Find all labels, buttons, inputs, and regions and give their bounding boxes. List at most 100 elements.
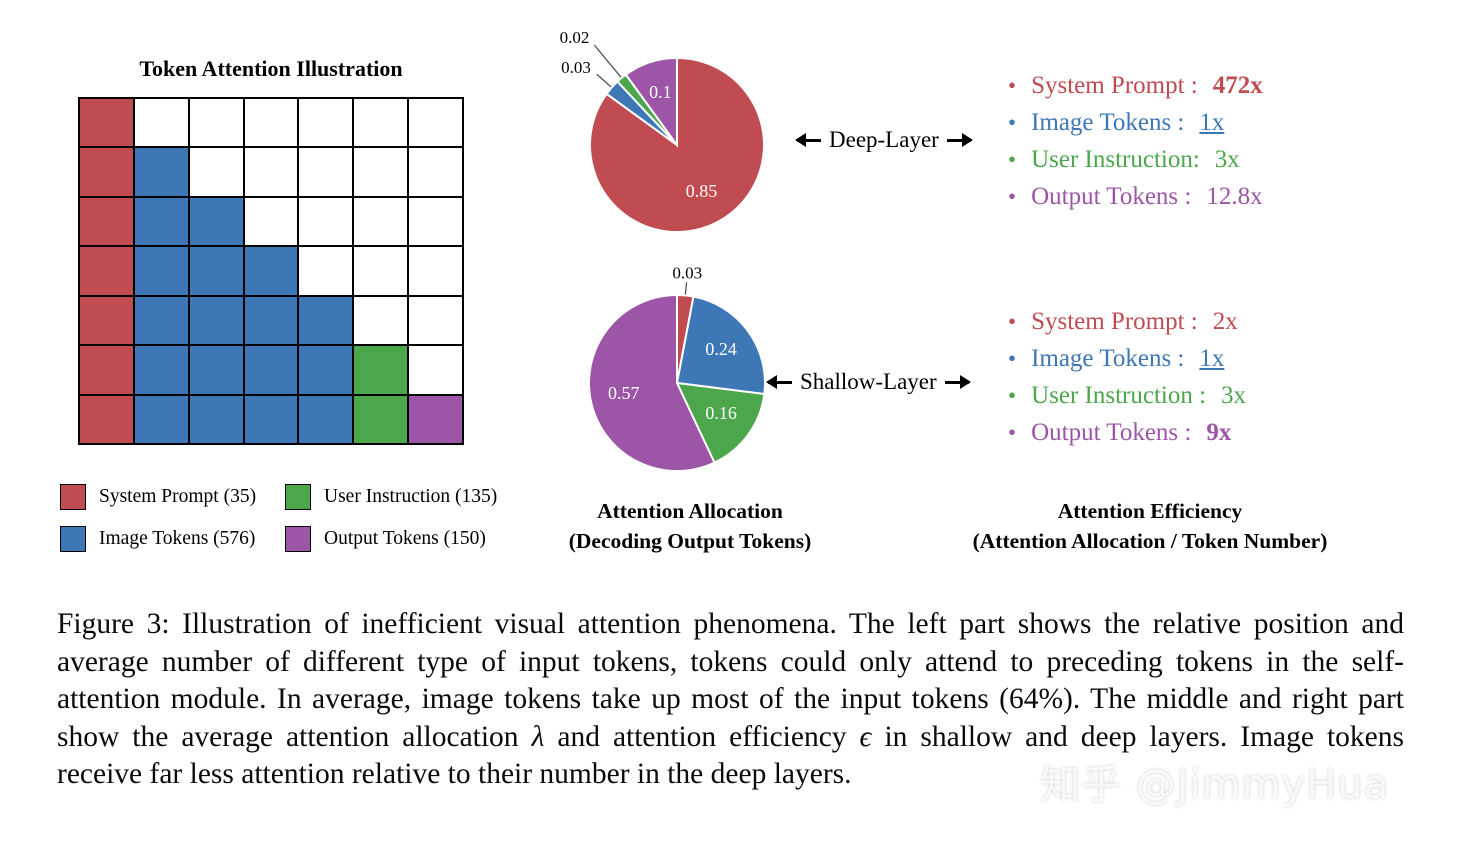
grid-cell-r2c4 (244, 148, 298, 196)
legend-swatch-icon (285, 526, 311, 552)
grid-cell-r7c3 (189, 395, 243, 443)
grid-cell-r7c5 (299, 395, 353, 443)
efficiency-list-shallow: • System Prompt : 2x • Image Tokens : 1x • Us… (1008, 308, 1246, 447)
grid-cell-r3c4 (244, 197, 298, 246)
efficiency-item-value: 9x (1206, 419, 1232, 446)
shallow-layer-pointer: Shallow-Layer (766, 369, 971, 395)
grid-cell-r7c1 (80, 395, 133, 443)
caption-text: Figure 3: Illustration of inefficient vi… (57, 608, 1404, 753)
attention-allocation-caption: Attention Allocation (Decoding Output To… (520, 496, 860, 556)
legend-label: Image Tokens (576) (99, 528, 256, 549)
pie-chart-deep-layer: 0.85 0.03 0.02 0.1 (560, 28, 765, 233)
pie-slice-output-tokens (624, 56, 678, 149)
efficiency-item-value: 3x (1221, 382, 1247, 409)
grid-cell-r6c3 (189, 346, 243, 394)
efficiency-item: • Output Tokens : 9x (1008, 419, 1246, 447)
math-symbol: λ (531, 720, 545, 753)
grid-cell-r1c4 (244, 99, 298, 147)
pie-label: 0.1 (649, 82, 672, 102)
pie-label-leader-line (684, 282, 688, 295)
pie-label-leader-line (593, 44, 622, 78)
efficiency-item-label: Image Tokens : (1031, 345, 1185, 372)
grid-title: Token Attention Illustration (139, 56, 403, 81)
legend-label: System Prompt (35) (99, 486, 257, 507)
pie-label-leader-line (596, 73, 612, 88)
attention-efficiency-caption: Attention Efficiency (Attention Allocati… (905, 496, 1395, 556)
grid-cell-r4c7 (409, 247, 462, 295)
bullet-icon: • (1008, 383, 1017, 408)
pie-label: 0.57 (608, 383, 640, 403)
arrow-left-icon (795, 133, 821, 147)
grid-cell-r2c6 (354, 148, 408, 196)
pie-label: 0.85 (686, 181, 718, 201)
grid-cell-r7c2 (134, 395, 188, 443)
efficiency-item: • User Instruction: 3x (1008, 146, 1263, 174)
efficiency-item: • Image Tokens : 1x (1008, 109, 1263, 137)
arrow-right-icon (946, 133, 973, 147)
arrow-left-icon (766, 375, 792, 389)
attention-grid (78, 97, 464, 445)
efficiency-item-label: System Prompt : (1031, 308, 1198, 335)
grid-cell-r5c3 (189, 296, 243, 345)
efficiency-item-value: 2x (1212, 308, 1238, 335)
efficiency-item: • System Prompt : 472x (1008, 72, 1263, 100)
efficiency-item-label: Output Tokens : (1031, 183, 1192, 210)
grid-cell-r4c5 (299, 247, 353, 295)
caption-text: and attention efficiency (544, 720, 860, 753)
grid-cell-r4c2 (134, 247, 188, 295)
pie-slice-user-instruction (675, 381, 766, 464)
pie-slice-output-tokens (587, 293, 716, 472)
grid-cell-r2c1 (80, 148, 133, 196)
pie-slice-system-prompt (589, 56, 765, 233)
efficiency-item-value: 1x (1199, 345, 1225, 372)
grid-cell-r3c5 (299, 197, 353, 246)
grid-cell-r4c4 (244, 247, 298, 295)
grid-cell-r1c5 (299, 99, 353, 147)
efficiency-item-value: 1x (1199, 109, 1225, 136)
efficiency-item-value: 3x (1214, 146, 1240, 173)
grid-cell-r4c6 (354, 247, 408, 295)
legend: System Prompt (35) User Instruction (135)… (60, 484, 540, 552)
pie-slice-image-tokens (675, 295, 766, 396)
deep-layer-label: Deep-Layer (829, 127, 939, 152)
grid-cell-r1c2 (134, 99, 188, 147)
grid-cell-r5c4 (244, 296, 298, 345)
efficiency-item: • Image Tokens : 1x (1008, 345, 1246, 373)
bullet-icon: • (1008, 73, 1017, 98)
legend-item: System Prompt (35) (60, 484, 285, 510)
grid-cell-r5c2 (134, 296, 188, 345)
grid-cell-r2c2 (134, 148, 188, 196)
efficiency-item: • Output Tokens : 12.8x (1008, 183, 1263, 211)
legend-item: Output Tokens (150) (285, 526, 540, 552)
grid-cell-r5c1 (80, 296, 133, 345)
grid-cell-r7c4 (244, 395, 298, 443)
grid-cell-r3c2 (134, 197, 188, 246)
bullet-icon: • (1008, 420, 1017, 445)
bullet-icon: • (1008, 184, 1017, 209)
math-symbol: ϵ (859, 720, 872, 753)
legend-item: Image Tokens (576) (60, 526, 285, 552)
efficiency-item-label: User Instruction : (1031, 382, 1207, 409)
grid-cell-r6c1 (80, 346, 133, 394)
grid-cell-r6c7 (409, 346, 462, 394)
pie-chart-shallow-layer: 0.03 0.24 0.16 0.57 (587, 263, 766, 472)
grid-cell-r6c4 (244, 346, 298, 394)
grid-cell-r6c2 (134, 346, 188, 394)
legend-label: User Instruction (135) (324, 486, 498, 507)
grid-cell-r7c7 (409, 395, 462, 443)
grid-cell-r6c6 (354, 346, 408, 394)
grid-cell-r6c5 (299, 346, 353, 394)
pie-label: 0.16 (705, 403, 737, 423)
deep-layer-pointer: Deep-Layer (795, 127, 973, 153)
legend-label: Output Tokens (150) (324, 528, 486, 549)
efficiency-item: • System Prompt : 2x (1008, 308, 1246, 336)
grid-cell-r1c3 (189, 99, 243, 147)
grid-cell-r2c7 (409, 148, 462, 196)
grid-cell-r4c3 (189, 247, 243, 295)
pie-label: 0.03 (672, 263, 702, 282)
grid-cell-r1c1 (80, 99, 133, 147)
grid-cell-r1c6 (354, 99, 408, 147)
attention-allocation-caption-line1: Attention Allocation (597, 499, 783, 523)
legend-item: User Instruction (135) (285, 484, 540, 510)
